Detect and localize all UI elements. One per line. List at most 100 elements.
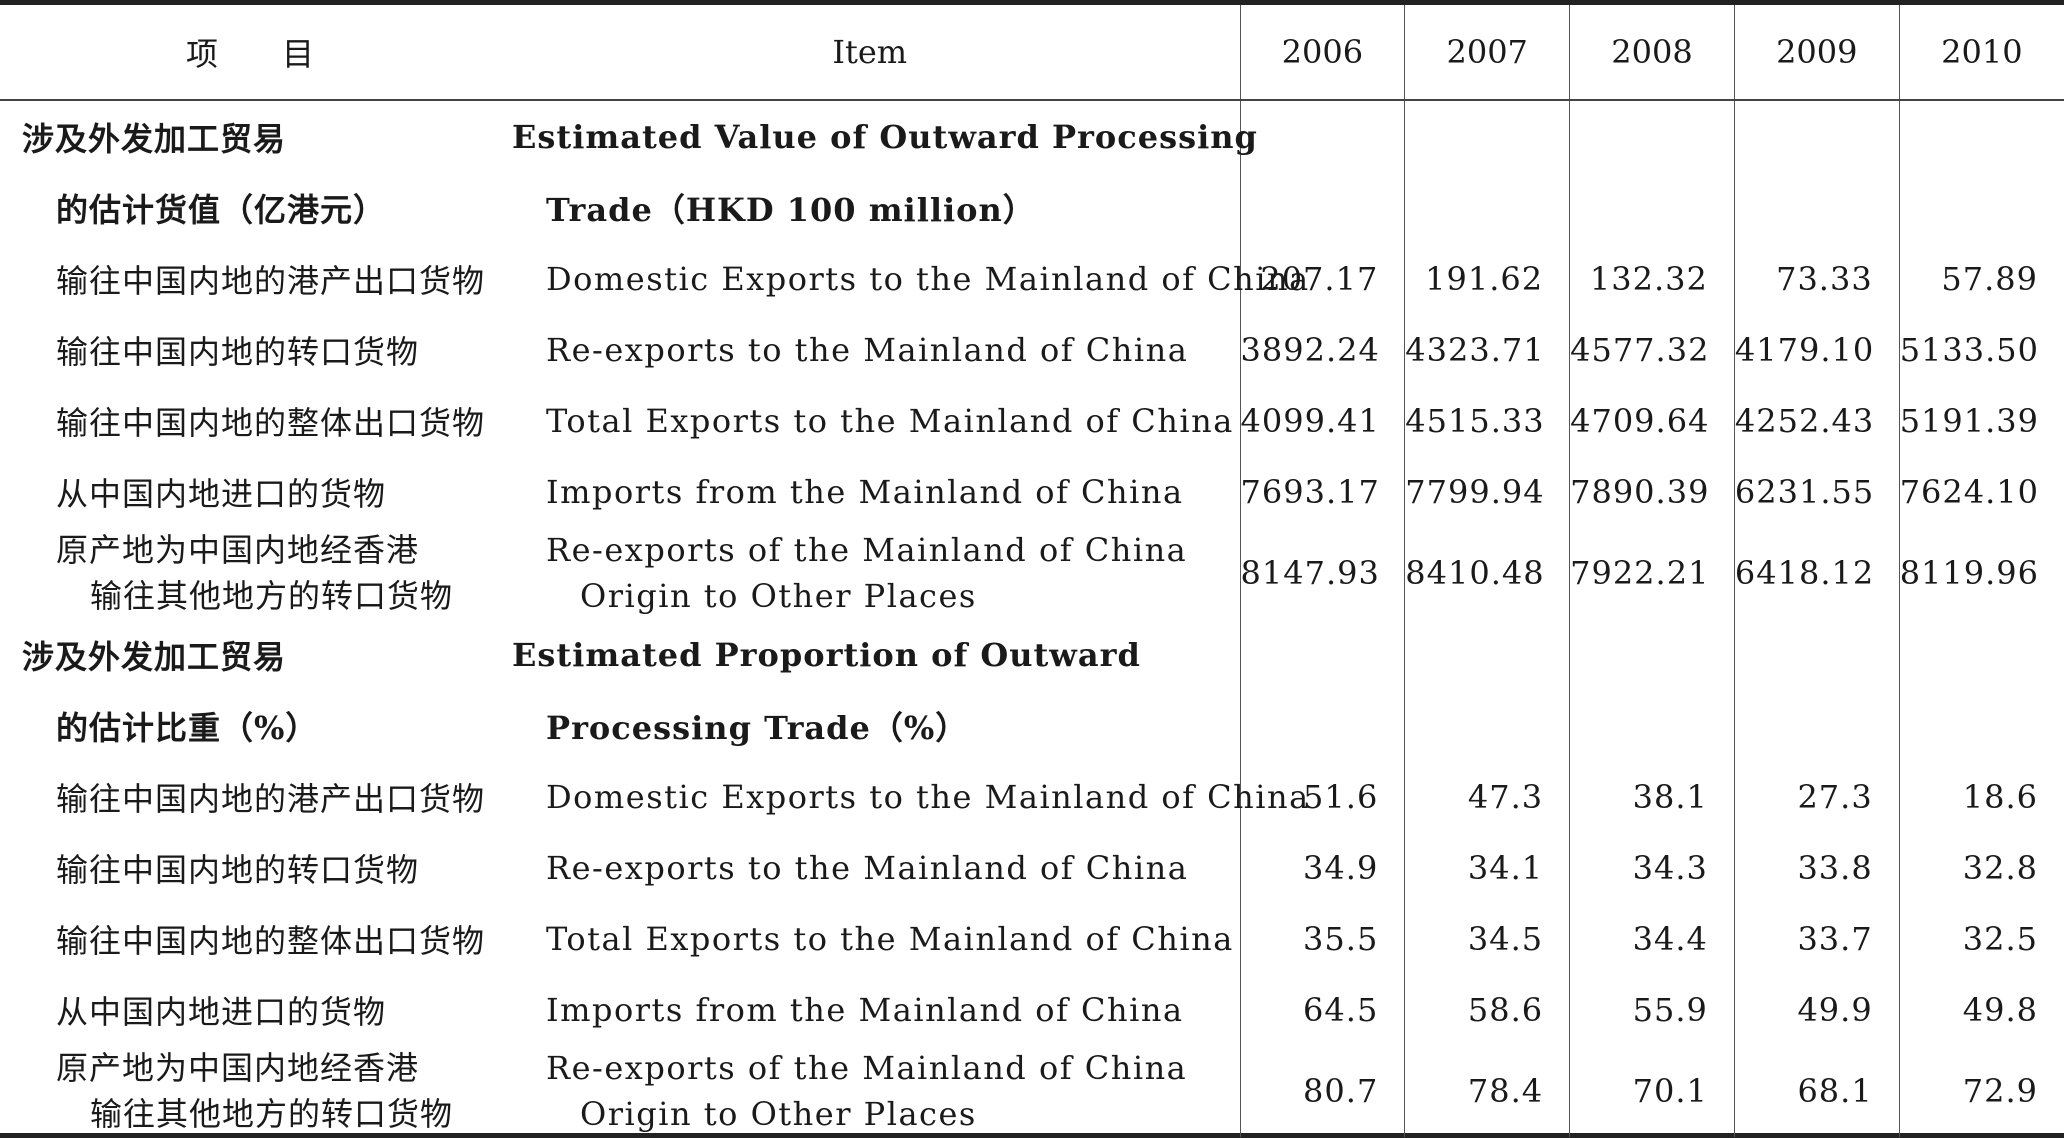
row-label-cn: 输往中国内地的转口货物 <box>56 332 420 371</box>
header-year-2006: 2006 <box>1239 5 1405 101</box>
row-label-cn: 输往中国内地的整体出口货物 <box>56 403 486 442</box>
cell-value: 49.9 <box>1733 974 1900 1045</box>
cell-value: 58.6 <box>1404 974 1570 1045</box>
cell-value: 57.89 <box>1898 243 2064 314</box>
header-item-en: Item <box>500 5 1240 101</box>
cell-value: 32.8 <box>1898 832 2064 903</box>
cell-value: 4323.71 <box>1404 314 1570 385</box>
cell-value: 6231.55 <box>1733 456 1900 527</box>
cell-value: 78.4 <box>1404 1045 1570 1137</box>
cell-value: 8119.96 <box>1898 527 2064 619</box>
cell-value: 64.5 <box>1239 974 1405 1045</box>
row-label-en: Imports from the Mainland of China <box>546 990 1184 1029</box>
cell-value: 70.1 <box>1569 1045 1735 1137</box>
row-label-cn-line2: 输往其他地方的转口货物 <box>90 1095 454 1133</box>
cell-value: 8147.93 <box>1239 527 1405 619</box>
row-label-en: Re-exports to the Mainland of China <box>546 330 1189 369</box>
row-label-en: Total Exports to the Mainland of China <box>546 401 1234 440</box>
row-label-cn-line2: 输往其他地方的转口货物 <box>90 577 454 615</box>
section-title-cn: 涉及外发加工贸易 <box>22 119 287 158</box>
row-label-en: Imports from the Mainland of China <box>546 472 1184 511</box>
row-label-cn: 输往中国内地的港产出口货物 <box>56 261 486 300</box>
cell-value: 7624.10 <box>1898 456 2064 527</box>
cell-value: 73.33 <box>1733 243 1900 314</box>
cell-value: 34.4 <box>1569 903 1735 974</box>
cell-value: 55.9 <box>1569 974 1735 1045</box>
cell-value: 7922.21 <box>1569 527 1735 619</box>
header-year-2008: 2008 <box>1569 5 1735 101</box>
cell-value: 32.5 <box>1898 903 2064 974</box>
section-title-row: 涉及外发加工贸易 Estimated Proportion of Outward <box>0 619 2064 690</box>
section-title-row: 涉及外发加工贸易 Estimated Value of Outward Proc… <box>0 100 2064 172</box>
cell-value: 47.3 <box>1404 761 1570 832</box>
row-label-cn: 输往中国内地的港产出口货物 <box>56 779 486 818</box>
section-subtitle-cn: 的估计比重（%） <box>56 708 319 747</box>
row-label-en: Total Exports to the Mainland of China <box>546 919 1234 958</box>
cell-value: 5191.39 <box>1898 385 2064 456</box>
cell-value: 34.3 <box>1569 832 1735 903</box>
table-row: 从中国内地进口的货物 Imports from the Mainland of … <box>0 974 2064 1045</box>
cell-value: 68.1 <box>1733 1045 1900 1137</box>
cell-value: 51.6 <box>1239 761 1405 832</box>
cell-value: 5133.50 <box>1898 314 2064 385</box>
row-label-cn: 从中国内地进口的货物 <box>56 992 387 1031</box>
cell-value: 4709.64 <box>1569 385 1735 456</box>
cell-value: 33.8 <box>1733 832 1900 903</box>
cell-value: 4099.41 <box>1239 385 1405 456</box>
cell-value: 4577.32 <box>1569 314 1735 385</box>
cell-value: 7693.17 <box>1239 456 1405 527</box>
cell-value: 7799.94 <box>1404 456 1570 527</box>
cell-value: 34.9 <box>1239 832 1405 903</box>
cell-value: 38.1 <box>1569 761 1735 832</box>
cell-value: 80.7 <box>1239 1045 1405 1137</box>
table-row: 从中国内地进口的货物 Imports from the Mainland of … <box>0 456 2064 527</box>
header-year-2007: 2007 <box>1404 5 1570 101</box>
row-label-cn: 原产地为中国内地经香港 输往其他地方的转口货物 <box>0 527 500 619</box>
cell-value: 27.3 <box>1733 761 1900 832</box>
row-label-cn: 从中国内地进口的货物 <box>56 474 387 513</box>
table-row: 输往中国内地的港产出口货物 Domestic Exports to the Ma… <box>0 761 2064 832</box>
header-item-cn: 项 目 <box>0 5 500 101</box>
row-label-cn: 输往中国内地的整体出口货物 <box>56 921 486 960</box>
section-title-en: Estimated Value of Outward Processing <box>512 117 1258 156</box>
section-title-cn: 涉及外发加工贸易 <box>22 637 287 676</box>
table-row: 输往中国内地的转口货物 Re-exports to the Mainland o… <box>0 832 2064 903</box>
cell-value: 72.9 <box>1898 1045 2064 1137</box>
row-label-en-line2: Origin to Other Places <box>580 1095 977 1133</box>
section-title-en: Estimated Proportion of Outward <box>512 635 1141 674</box>
row-label-cn: 原产地为中国内地经香港 输往其他地方的转口货物 <box>0 1045 500 1137</box>
table-row: 输往中国内地的转口货物 Re-exports to the Mainland o… <box>0 314 2064 385</box>
cell-value: 191.62 <box>1404 243 1570 314</box>
section-subtitle-cn: 的估计货值（亿港元） <box>56 190 387 229</box>
cell-value: 7890.39 <box>1569 456 1735 527</box>
header-row: 项 目 Item 2006 2007 2008 2009 2010 <box>0 5 2064 101</box>
row-label-cn: 输往中国内地的转口货物 <box>56 850 420 889</box>
header-year-2009: 2009 <box>1733 5 1900 101</box>
section-subtitle-row: 的估计比重（%） Processing Trade（%） <box>0 690 2064 761</box>
table-row: 原产地为中国内地经香港 输往其他地方的转口货物 Re-exports of th… <box>0 527 2064 619</box>
table-row: 输往中国内地的整体出口货物 Total Exports to the Mainl… <box>0 385 2064 456</box>
row-label-en: Domestic Exports to the Mainland of Chin… <box>546 259 1310 298</box>
table-row: 原产地为中国内地经香港 输往其他地方的转口货物 Re-exports of th… <box>0 1045 2064 1137</box>
cell-value: 34.5 <box>1404 903 1570 974</box>
cell-value: 207.17 <box>1239 243 1405 314</box>
row-label-cn-line1: 原产地为中国内地经香港 <box>56 1049 420 1087</box>
section-subtitle-en: Trade（HKD 100 million） <box>546 190 1036 229</box>
cell-value: 18.6 <box>1898 761 2064 832</box>
section-subtitle-en: Processing Trade（%） <box>546 708 969 747</box>
cell-value: 4179.10 <box>1733 314 1900 385</box>
cell-value: 6418.12 <box>1733 527 1900 619</box>
row-label-en: Re-exports of the Mainland of China Orig… <box>500 527 1240 619</box>
header-year-2010: 2010 <box>1898 5 2064 101</box>
cell-value: 132.32 <box>1569 243 1735 314</box>
cell-value: 33.7 <box>1733 903 1900 974</box>
outward-processing-table: 项 目 Item 2006 2007 2008 2009 2010 涉及外发加工… <box>0 5 2064 1137</box>
cell-value: 49.8 <box>1898 974 2064 1045</box>
cell-value: 35.5 <box>1239 903 1405 974</box>
cell-value: 3892.24 <box>1239 314 1405 385</box>
table-row: 输往中国内地的整体出口货物 Total Exports to the Mainl… <box>0 903 2064 974</box>
row-label-en-line1: Re-exports of the Mainland of China <box>546 1049 1188 1087</box>
row-label-en-line1: Re-exports of the Mainland of China <box>546 531 1188 569</box>
row-label-en: Re-exports to the Mainland of China <box>546 848 1189 887</box>
